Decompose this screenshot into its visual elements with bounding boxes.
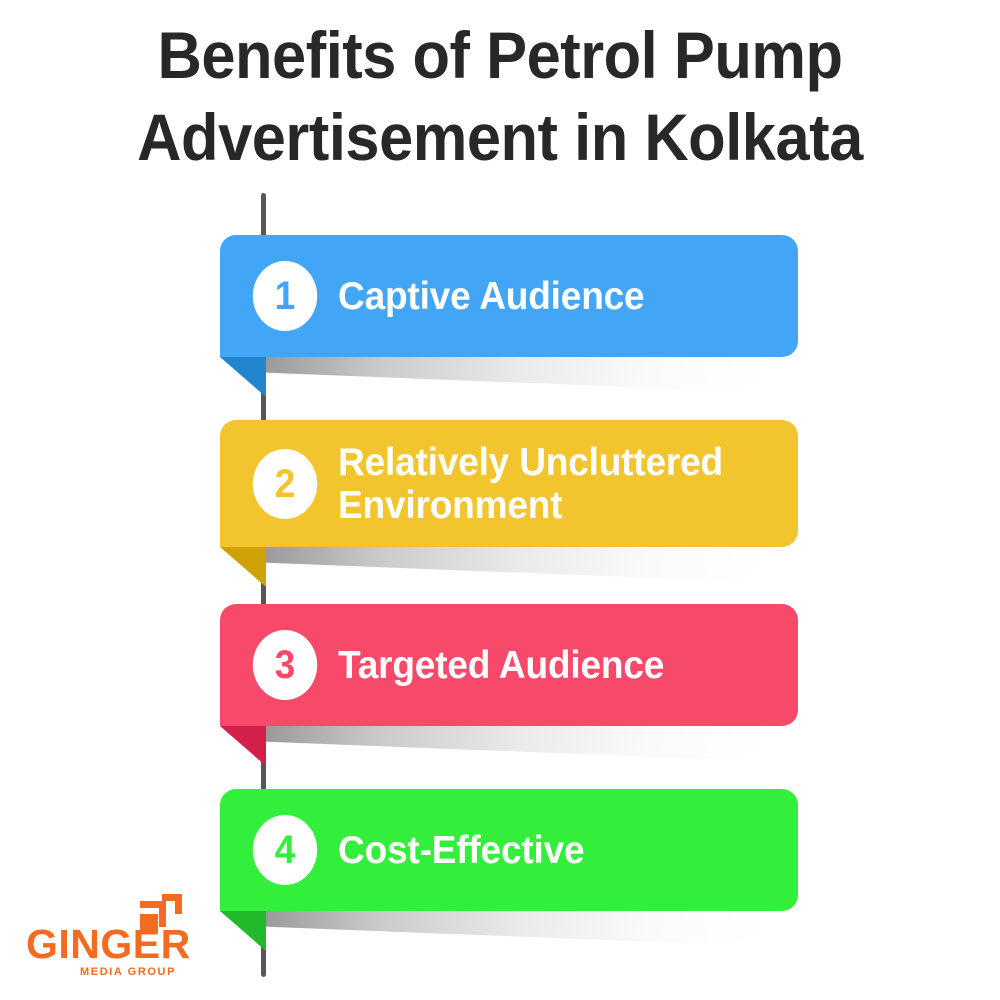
nested-square-brackets-mark-icon <box>139 894 183 934</box>
list-item[interactable]: 1 Captive Audience <box>220 235 798 397</box>
banner-body[interactable]: 4 Cost-Effective <box>220 789 798 911</box>
page-title: Benefits of Petrol Pump Advertisement in… <box>137 18 863 174</box>
item-number-badge: 1 <box>252 261 318 331</box>
item-label: Cost-Effective <box>338 828 585 872</box>
banner-shadow <box>264 726 798 760</box>
item-label: Captive Audience <box>338 274 645 318</box>
item-number-badge: 3 <box>252 630 318 700</box>
logo-tagline: MEDIA GROUP <box>80 966 177 978</box>
item-label: Targeted Audience <box>338 643 665 687</box>
item-number-badge: 4 <box>252 815 318 885</box>
timeline-spine <box>261 193 266 977</box>
logo-wordmark: GINGER <box>26 921 191 967</box>
banner-shadow <box>264 357 798 391</box>
banner-fold-triangle <box>220 911 266 951</box>
banner-fold-triangle <box>220 726 266 766</box>
banner-body[interactable]: 1 Captive Audience <box>220 235 798 357</box>
list-item[interactable]: 2 Relatively Uncluttered Environment <box>220 420 798 587</box>
list-item[interactable]: 4 Cost-Effective <box>220 789 798 951</box>
brand-logo[interactable]: GINGER MEDIA GROUP <box>26 894 216 978</box>
banner-shadow <box>264 547 798 581</box>
list-item[interactable]: 3 Targeted Audience <box>220 604 798 766</box>
banner-shadow <box>264 911 798 945</box>
banner-body[interactable]: 2 Relatively Uncluttered Environment <box>220 420 798 547</box>
item-number-badge: 2 <box>252 448 318 519</box>
banner-fold-triangle <box>220 357 266 397</box>
banner-fold-triangle <box>220 547 266 587</box>
item-label: Relatively Uncluttered Environment <box>338 440 723 527</box>
banner-body[interactable]: 3 Targeted Audience <box>220 604 798 726</box>
